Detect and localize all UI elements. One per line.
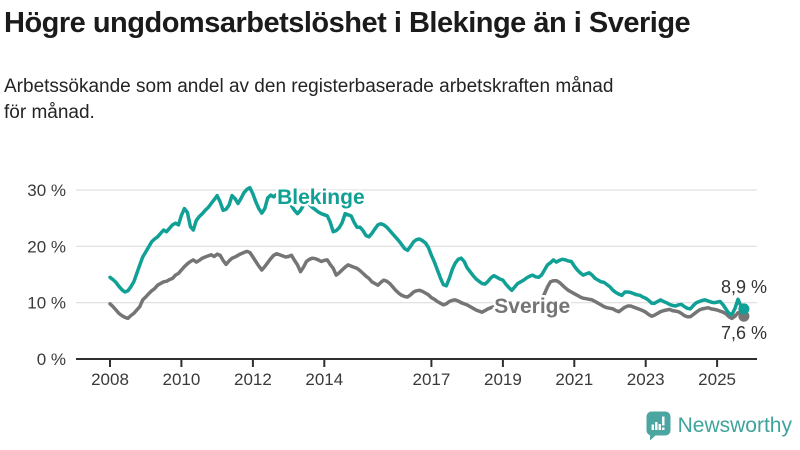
- y-tick-label: 30 %: [27, 181, 66, 200]
- newsworthy-logo: Newsworthy: [646, 411, 792, 441]
- x-tick-label: 2025: [698, 370, 736, 389]
- y-tick-label: 10 %: [27, 294, 66, 313]
- blekinge-end-dot: [738, 303, 750, 315]
- x-tick-label: 2019: [484, 370, 522, 389]
- blekinge-line: [108, 185, 746, 317]
- brand-name: Newsworthy: [677, 414, 792, 437]
- x-tick-label: 2017: [412, 370, 450, 389]
- y-tick-label: 20 %: [27, 237, 66, 256]
- x-tick-label: 2021: [555, 370, 593, 389]
- newsworthy-bar-chart-icon: [646, 411, 671, 441]
- chart-subtitle: Arbetssökande som andel av den registerb…: [4, 74, 784, 126]
- sverige-label: Sverige: [494, 295, 570, 318]
- x-tick-label: 2008: [91, 370, 129, 389]
- y-tick-label: 0 %: [37, 350, 66, 369]
- blekinge-label: Blekinge: [277, 186, 365, 209]
- x-tick-label: 2012: [234, 370, 272, 389]
- x-tick-label: 2014: [305, 370, 343, 389]
- subtitle-line-2: för månad.: [4, 102, 95, 123]
- sverige-line: [108, 249, 746, 321]
- page-title: Högre ungdomsarbetslöshet i Blekinge än …: [4, 7, 691, 39]
- blekinge-end-value: 8,9 %: [721, 277, 767, 297]
- x-tick-label: 2010: [162, 370, 200, 389]
- x-tick-label: 2023: [627, 370, 665, 389]
- sverige-end-value: 7,6 %: [721, 323, 767, 343]
- sverige-end-dot: [738, 310, 750, 322]
- subtitle-line-1: Arbetssökande som andel av den registerb…: [4, 76, 614, 97]
